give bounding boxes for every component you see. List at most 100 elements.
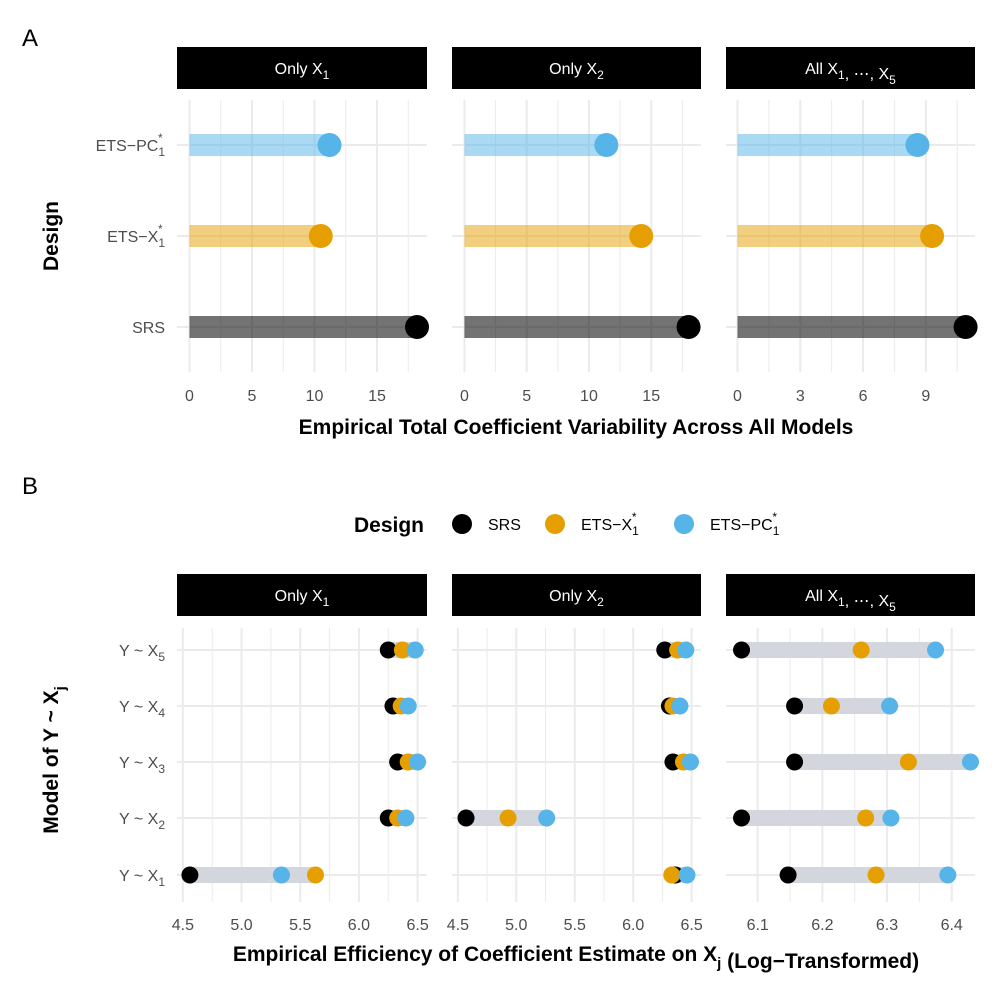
point-srs [786, 753, 804, 771]
bar-ets-pc1-star [189, 134, 330, 156]
bar-ets-pc1-star [464, 134, 607, 156]
x-tick-label: 6.0 [622, 917, 644, 934]
bar-ets-x1-star [464, 225, 642, 247]
x-tick-label: 5 [522, 388, 531, 405]
point-ets-pc1-star [939, 866, 957, 884]
x-tick-label: 10 [306, 388, 324, 405]
x-tick-label: 5.0 [505, 917, 527, 934]
range-bar [741, 810, 891, 826]
point-ets-x1-star [899, 753, 917, 771]
x-axis-title-b-rest: (Log−Transformed) [721, 950, 919, 973]
bar-ets-x1-star [737, 225, 933, 247]
facet-strip-label-2-main: Only X [549, 588, 597, 605]
y-tick-label-2-main: ETS−X [107, 229, 158, 246]
point-ets-pc1-star [678, 866, 696, 884]
facet-strip-label-3-rest: , ⋯, X [845, 66, 890, 83]
facet-strip-1 [177, 47, 427, 89]
bar-ets-x1-star [189, 225, 321, 247]
y-tick-label-3-sub: 3 [158, 762, 165, 776]
y-tick-label-4-sub: 4 [158, 706, 165, 720]
point-srs [953, 315, 978, 339]
facet-strip-2 [452, 574, 701, 616]
legend-label-1: SRS [488, 517, 521, 534]
y-tick-label-3-sup: * [158, 131, 163, 145]
y-tick-label-1: Y ~ X1 [119, 868, 165, 889]
legend-key-1 [452, 514, 472, 534]
x-axis-title-b-sub: j [716, 955, 721, 972]
y-tick-label-1-main: SRS [132, 320, 165, 337]
y-tick-label-3-main: Y ~ X [119, 755, 159, 772]
legend-title: Design [354, 514, 424, 537]
x-axis-title-b-main: Empirical Efficiency of Coefficient Esti… [233, 943, 717, 966]
point-ets-x1-star [629, 224, 654, 248]
legend-label-3-sub: 1 [773, 524, 780, 538]
point-srs [786, 697, 804, 715]
x-tick-label: 15 [368, 388, 386, 405]
facet-strip-label-3-main: All X [805, 588, 838, 605]
legend-label-3-sup: * [772, 510, 777, 524]
point-ets-pc1-star [681, 753, 699, 771]
bar-ets-pc1-star [737, 134, 918, 156]
facet-strip-label-3-main: All X [805, 61, 838, 78]
legend-label-2-sup: * [632, 510, 637, 524]
point-ets-pc1-star [905, 133, 930, 157]
x-tick-label: 0 [460, 388, 469, 405]
y-axis-title-b-sub: j [52, 686, 69, 691]
point-ets-x1-star [663, 866, 681, 884]
range-bar [189, 867, 316, 883]
y-tick-label-3: ETS−PC1* [96, 131, 166, 159]
point-ets-pc1-star [397, 809, 415, 827]
panel-a-facet-1: Only X10 5 10 15 [177, 47, 429, 405]
y-tick-label-3: Y ~ X3 [119, 755, 165, 776]
y-tick-label-1: SRS [132, 320, 165, 337]
y-tick-label-2: ETS−X1* [107, 222, 165, 250]
point-ets-x1-star [822, 697, 840, 715]
facet-strip-label-3-sub: 1 [838, 68, 845, 82]
x-tick-label: 4.5 [447, 917, 469, 934]
point-ets-pc1-star [317, 133, 342, 157]
panel-label-b: B [22, 473, 38, 500]
point-srs [405, 315, 429, 339]
legend-label-3-main: ETS−PC [710, 517, 773, 534]
y-tick-label-2-sub: 2 [158, 818, 165, 832]
y-tick-label-4: Y ~ X4 [119, 699, 165, 720]
legend-label-1-main: SRS [488, 517, 521, 534]
legend-label-2-main: ETS−X [581, 517, 632, 534]
point-srs [733, 809, 751, 827]
point-ets-x1-star [393, 641, 411, 659]
facet-strip-label-3-rest: , ⋯, X [845, 593, 890, 610]
y-tick-label-5-sub: 5 [158, 650, 165, 664]
point-ets-pc1-star [881, 697, 899, 715]
x-tick-label: 0 [733, 388, 742, 405]
point-srs [656, 641, 674, 659]
facet-strip-label-2: Only X2 [549, 61, 604, 82]
panel-a-facet-3: All X1, ⋯, X5 0 3 6 9 [726, 47, 978, 405]
y-tick-label-2-sup: * [158, 222, 163, 236]
point-ets-pc1-star [594, 133, 619, 157]
point-ets-pc1-star [409, 753, 427, 771]
facet-strip-label-2-sub: 2 [597, 68, 604, 82]
y-tick-label-1-sub: 1 [158, 875, 165, 889]
facet-strip-label-1-sub: 1 [323, 68, 330, 82]
x-tick-label: 6.5 [406, 917, 428, 934]
x-tick-label: 5.5 [564, 917, 586, 934]
x-tick-label: 6.3 [876, 917, 898, 934]
legend-key-2 [545, 514, 565, 534]
facet-strip-3 [726, 574, 975, 616]
point-ets-pc1-star [671, 697, 689, 715]
point-ets-x1-star [306, 866, 324, 884]
point-ets-x1-star [920, 224, 945, 248]
x-tick-label: 15 [642, 388, 660, 405]
range-bar [741, 642, 936, 658]
y-tick-label-5-main: Y ~ X [119, 643, 159, 660]
x-tick-label: 9 [921, 388, 930, 405]
y-tick-label-2: Y ~ X2 [119, 811, 165, 832]
facet-strip-label-3: All X1, ⋯, X5 [805, 588, 896, 614]
point-ets-pc1-star [399, 697, 417, 715]
facet-strip-label-2-sub: 2 [597, 595, 604, 609]
x-tick-label: 6.2 [811, 917, 833, 934]
bar-srs [464, 316, 689, 338]
facet-strip-label-1: Only X1 [275, 588, 330, 609]
facet-strip-1 [177, 574, 427, 616]
